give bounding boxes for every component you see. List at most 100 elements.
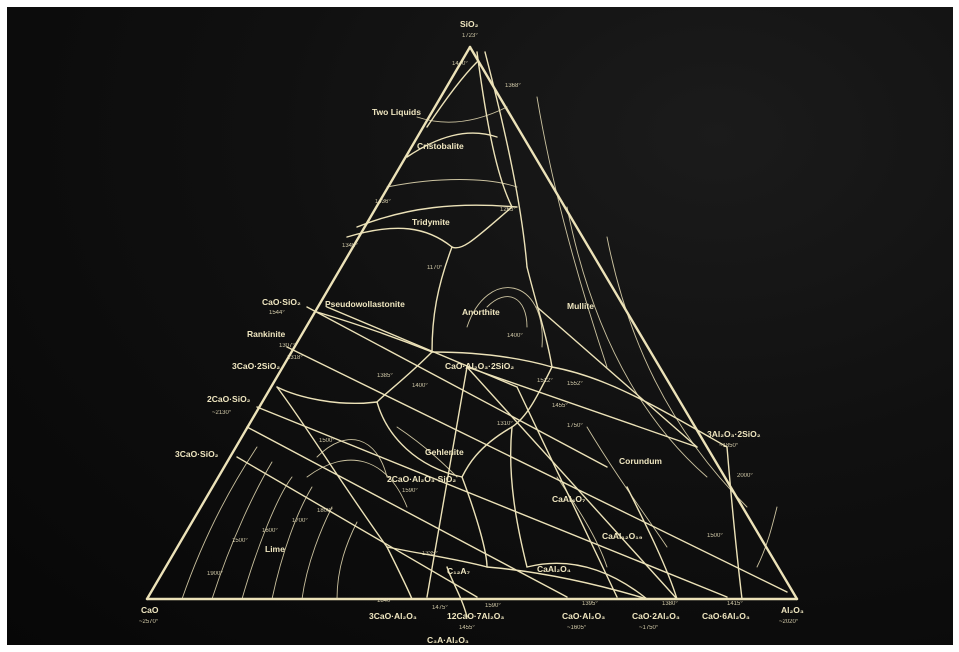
boundary-curve	[346, 227, 453, 248]
join-line	[306, 306, 608, 468]
boundary-curve	[526, 266, 553, 368]
apex-temp-top: 1723°	[462, 33, 478, 39]
temp-label: 1436°	[375, 199, 391, 205]
isotherm	[241, 476, 293, 600]
temp-label: 1345°	[342, 243, 358, 249]
field-label-c12a7: C₁₂A₇	[447, 566, 471, 576]
isotherm	[306, 459, 408, 508]
boundary-curve	[356, 204, 518, 228]
temp-label: 1415°	[727, 601, 743, 607]
field-labels: Two Liquids Cristobalite Tridymite Pseud…	[247, 107, 662, 554]
boundary-curve	[511, 366, 553, 428]
isotherm	[416, 106, 508, 123]
boundary-curve	[316, 311, 433, 353]
join-line	[236, 456, 478, 598]
boundary-curve	[551, 366, 728, 448]
field-label-rankinite: Rankinite	[247, 329, 286, 339]
temp-label: 1600°	[262, 528, 278, 534]
temp-label: 1265°	[500, 207, 516, 213]
temp-label: 1552°	[567, 381, 583, 387]
field-label-corundum: Corundum	[619, 456, 662, 466]
boundary-curve	[276, 386, 388, 548]
compound-temp-c12a7: 1455°	[459, 625, 475, 631]
field-label-tridymite: Tridymite	[412, 217, 450, 227]
boundary-curve	[386, 546, 413, 600]
field-label-ca6: CaAl₁₂O₁₉	[602, 531, 643, 541]
temp-label: 1512°	[537, 378, 553, 384]
compound-temp-c2s: ~2130°	[212, 410, 232, 416]
isotherm	[181, 446, 258, 600]
isotherms	[181, 96, 778, 600]
apex-label-left: CaO	[141, 605, 159, 615]
compound-label-c3s: 3CaO·SiO₂	[175, 449, 219, 459]
temp-label: 1455°	[552, 403, 568, 409]
temp-label: 2000°	[737, 473, 753, 479]
edge-right	[468, 45, 799, 601]
isotherm	[271, 486, 313, 600]
compound-label-a3s2: 3Al₂O₃·2SiO₂	[707, 429, 761, 439]
join-line	[536, 306, 698, 448]
temp-label: 1750°	[567, 423, 583, 429]
compound-label-cs: CaO·SiO₂	[262, 297, 301, 307]
compound-label-c12a7: 12CaO·7Al₂O₃	[447, 611, 504, 621]
join-line	[246, 426, 568, 598]
field-label-lime: Lime	[265, 544, 285, 554]
isotherm	[586, 426, 668, 548]
boundary-curve	[376, 351, 433, 403]
field-label-gehlenite: Gehlenite	[425, 447, 464, 457]
temp-label: 1318°	[287, 355, 303, 361]
boundary-curve	[461, 426, 513, 478]
isotherm	[316, 439, 388, 478]
edge-left	[145, 45, 472, 601]
join-line	[466, 366, 678, 600]
compound-temp-c2as: 1590°	[402, 488, 418, 494]
join-line	[326, 306, 518, 388]
join-lines	[236, 306, 788, 600]
temp-label: 1500°	[707, 533, 723, 539]
apex-label-right: Al₂O₃	[781, 605, 804, 615]
triangle-outline	[145, 45, 799, 601]
compound-label-ca: CaO·Al₂O₃	[562, 611, 605, 621]
temp-label: 1310°	[497, 421, 513, 427]
boundary-curve	[526, 562, 648, 600]
ternary-phase-diagram: SiO₂ 1723° CaO ~2570° Al₂O₃ ~2020° Two L…	[139, 19, 804, 645]
temp-label: 1170°	[427, 265, 443, 271]
boundary-curve	[446, 566, 468, 618]
temp-label: 1470°	[452, 61, 468, 67]
field-label-anorthite: Anorthite	[462, 307, 500, 317]
boundary-curve	[386, 546, 488, 568]
temp-label: 1900°	[207, 571, 223, 577]
field-label-two-liquids: Two Liquids	[372, 107, 421, 117]
isotherm	[756, 506, 778, 568]
isotherm	[486, 296, 528, 328]
compound-label-c2s: 2CaO·SiO₂	[207, 394, 251, 404]
isotherm	[336, 521, 358, 600]
compound-label-ca6: CaO·6Al₂O₃	[702, 611, 750, 621]
temp-label: 1800°	[317, 508, 333, 514]
boundary-curve	[626, 486, 678, 600]
temp-label: 1400°	[507, 333, 523, 339]
temp-label: 1475°	[432, 605, 448, 611]
temp-label: 1307°	[279, 343, 295, 349]
boundary-curve	[376, 401, 463, 478]
temp-label: 1368°	[505, 83, 521, 89]
temp-label: 1395°	[582, 601, 598, 607]
compound-temp-a3s2: ~1850°	[719, 443, 739, 449]
compound-label-c3a: 3CaO·Al₂O₃	[369, 611, 417, 621]
join-line	[256, 406, 728, 598]
compound-label-c3s2: 3CaO·2SiO₂	[232, 361, 280, 371]
isotherm	[606, 236, 748, 508]
boundary-curve	[486, 566, 648, 600]
compound-temp-ca: ~1605°	[567, 625, 587, 631]
boundary-curve	[509, 426, 528, 568]
compound-labels: CaO·SiO₂ 1544° 3CaO·2SiO₂ 2CaO·SiO₂ ~213…	[175, 297, 761, 645]
join-line	[466, 366, 698, 448]
compound-label-c2as: 2CaO·Al₂O₃·SiO₂	[387, 474, 456, 484]
boundary-curve	[726, 446, 743, 600]
boundary-curve	[451, 206, 513, 249]
compound-label-ca2: CaO·2Al₂O₃	[632, 611, 680, 621]
isotherm	[211, 461, 273, 600]
temp-label: 1840°	[377, 598, 393, 604]
phase-boundaries	[276, 51, 743, 618]
compound-label-cas2: CaO·Al₂O₃·2SiO₂	[445, 361, 514, 371]
